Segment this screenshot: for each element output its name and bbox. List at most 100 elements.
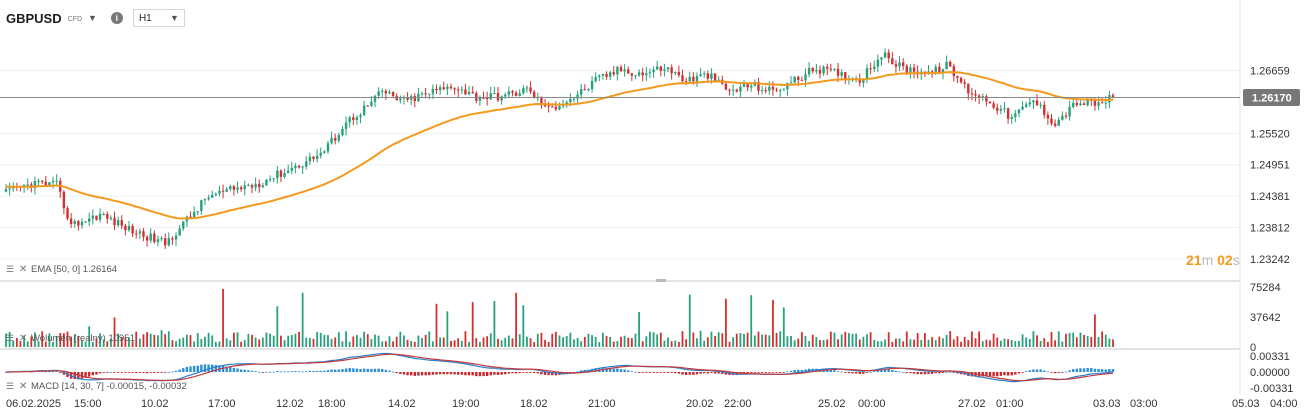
candle-body: [901, 62, 905, 67]
volume-bar: [1018, 340, 1020, 347]
volume-bar: [102, 339, 105, 347]
macd-histogram-bar: [898, 371, 901, 373]
volume-bar: [1104, 334, 1107, 347]
volume-bar: [735, 333, 738, 347]
macd-histogram-bar: [793, 369, 796, 372]
candle-body: [1024, 104, 1028, 107]
candle-body: [113, 217, 116, 226]
macd-histogram-bar: [909, 372, 912, 374]
volume-bar: [185, 334, 188, 347]
candle-body: [98, 213, 102, 220]
volume-bar: [909, 339, 912, 347]
volume-bar: [500, 340, 503, 347]
macd-histogram-bar: [225, 366, 228, 372]
candle-body: [1039, 104, 1042, 106]
candle-body: [898, 62, 901, 67]
candle-body: [771, 86, 775, 90]
volume-legend[interactable]: ☰ ✕ Wolumen (realny) 10951: [6, 333, 135, 344]
close-icon[interactable]: ✕: [19, 264, 27, 275]
volume-bar: [996, 337, 999, 347]
candle-body: [1050, 118, 1053, 124]
candle-body: [120, 220, 123, 226]
menu-icon[interactable]: ☰: [6, 264, 14, 274]
volume-bar: [1108, 338, 1111, 347]
candle-body: [757, 81, 760, 91]
candle-body: [645, 73, 648, 76]
macd-histogram-bar: [247, 370, 250, 372]
pane-resize-handle[interactable]: [656, 279, 666, 282]
candle-body: [153, 233, 156, 243]
volume-bar: [135, 331, 138, 347]
volume-bar: [573, 339, 575, 347]
macd-histogram-bar: [1064, 371, 1068, 373]
candle-body: [1014, 113, 1017, 118]
volume-bar: [978, 331, 981, 347]
candle-body: [938, 66, 941, 74]
volume-bar: [598, 342, 601, 347]
volume-bar: [714, 336, 716, 347]
macd-histogram-bar: [616, 368, 619, 372]
volume-bar: [214, 341, 217, 347]
volume-bar: [602, 332, 604, 347]
time-tick-label: 14.02: [388, 398, 416, 410]
candle-body: [507, 91, 511, 95]
candle-body: [44, 181, 47, 186]
volume-bar: [327, 335, 329, 347]
menu-icon[interactable]: ☰: [6, 333, 14, 343]
candle-body: [1108, 95, 1111, 103]
macd-histogram-bar: [109, 371, 113, 373]
volume-bar: [960, 341, 962, 347]
candle-body: [891, 58, 894, 65]
macd-histogram-bar: [746, 372, 749, 374]
symbol-dropdown-icon[interactable]: ▼: [88, 13, 97, 23]
volume-bar: [164, 334, 167, 347]
candle-body: [674, 71, 677, 74]
candle-body: [182, 221, 185, 229]
volume-bar: [44, 341, 47, 347]
candle-body: [764, 90, 767, 92]
macd-histogram-bar: [286, 371, 290, 373]
candle-body: [214, 193, 218, 195]
volume-bar: [1072, 332, 1075, 347]
info-icon[interactable]: i: [110, 12, 123, 24]
macd-histogram-bar: [789, 370, 793, 372]
candle-body: [160, 238, 163, 240]
volume-bar: [247, 333, 250, 347]
timeframe-select[interactable]: H1 ▼: [132, 9, 185, 27]
volume-bar: [920, 340, 923, 347]
candle-body: [268, 179, 272, 181]
candle-body: [572, 98, 576, 100]
macd-histogram-bar: [786, 371, 789, 373]
ema-legend[interactable]: ☰ ✕ EMA [50, 0] 1.26164: [6, 264, 117, 275]
grid-lines: [0, 70, 1240, 260]
time-tick-label: 01:00: [996, 398, 1024, 410]
candle-body: [786, 83, 789, 90]
volume-bar: [761, 334, 763, 347]
volume-bar: [1028, 339, 1031, 347]
volume-bar: [880, 341, 883, 347]
macd-legend[interactable]: ☰ ✕ MACD [14, 30, 7] -0.00015, -0.00032: [6, 381, 187, 392]
symbol-name[interactable]: GBPUSD: [6, 10, 62, 26]
candle-body: [460, 89, 464, 91]
macd-histogram-bar: [858, 372, 861, 374]
close-icon[interactable]: ✕: [19, 333, 27, 344]
candle-body: [323, 151, 326, 153]
volume-bar: [435, 303, 438, 347]
volume-bar: [591, 335, 593, 347]
volume-bar: [388, 336, 391, 347]
candle-body: [482, 97, 485, 99]
candle-body: [225, 189, 228, 192]
volume-bar: [526, 336, 528, 347]
close-icon[interactable]: ✕: [19, 381, 27, 392]
volume-bar: [634, 333, 637, 347]
macd-histogram-bar: [836, 371, 840, 373]
macd-histogram-bar: [258, 371, 261, 373]
volume-bar: [337, 332, 340, 347]
macd-histogram-bar: [605, 368, 608, 372]
volume-bar: [457, 338, 460, 347]
macd-histogram-bar: [232, 367, 236, 372]
menu-icon[interactable]: ☰: [6, 381, 14, 391]
macd-histogram-bar: [992, 372, 995, 377]
time-tick-label: 10.02: [141, 398, 169, 410]
